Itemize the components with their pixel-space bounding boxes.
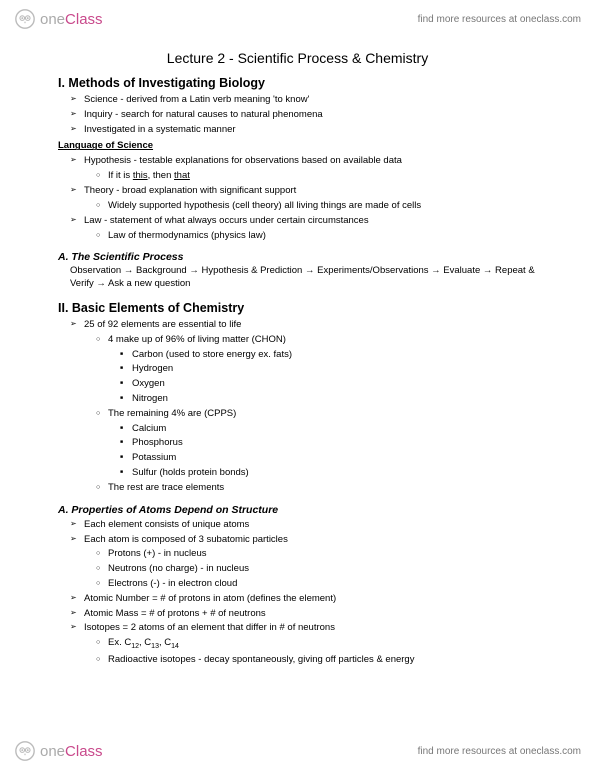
list-item: Electrons (-) - in electron cloud [58, 577, 537, 592]
language-heading: Language of Science [58, 140, 537, 151]
owl-icon [14, 740, 36, 762]
list-item: Protons (+) - in nucleus [58, 547, 537, 562]
list-item: Nitrogen [58, 392, 537, 407]
list-item: Neutrons (no charge) - in nucleus [58, 562, 537, 577]
list-item: The remaining 4% are (CPPS) [58, 407, 537, 422]
list-item: The rest are trace elements [58, 481, 537, 496]
page-content: Lecture 2 - Scientific Process & Chemist… [0, 0, 595, 717]
list-item: Isotopes = 2 atoms of an element that di… [58, 621, 537, 636]
list-item: Atomic Number = # of protons in atom (de… [58, 592, 537, 607]
lecture-title: Lecture 2 - Scientific Process & Chemist… [58, 50, 537, 66]
list-item: Theory - broad explanation with signific… [58, 184, 537, 199]
text: 13 [151, 643, 159, 650]
brand-one: one [40, 743, 65, 760]
text: 12 [131, 643, 139, 650]
section-2-list: 25 of 92 elements are essential to life … [58, 318, 537, 496]
text: Ex. C [108, 637, 131, 648]
section-1-list: Science - derived from a Latin verb mean… [58, 93, 537, 137]
brand-class: Class [65, 11, 103, 28]
brand-logo: oneClass [14, 8, 103, 30]
list-item: If it is this, then that [58, 169, 537, 184]
list-item: Each atom is composed of 3 subatomic par… [58, 533, 537, 548]
list-item: Atomic Mass = # of protons + # of neutro… [58, 607, 537, 622]
text: If it is [108, 170, 133, 181]
section-2a-list: Each element consists of unique atoms Ea… [58, 518, 537, 668]
list-item: 25 of 92 elements are essential to life [58, 318, 537, 333]
header-tagline: find more resources at oneclass.com [418, 14, 581, 25]
text: that [174, 170, 190, 181]
owl-icon [14, 8, 36, 30]
footer-tagline: find more resources at oneclass.com [418, 746, 581, 757]
list-item: Law of thermodynamics (physics law) [58, 229, 537, 244]
page-header: oneClass find more resources at oneclass… [0, 0, 595, 38]
list-item: Ex. C12, C13, C14 [58, 636, 537, 652]
list-item: Sulfur (holds protein bonds) [58, 466, 537, 481]
page-footer: oneClass find more resources at oneclass… [0, 732, 595, 770]
text: , then [148, 170, 174, 181]
text: , C [139, 637, 151, 648]
section-1a-heading: A. The Scientific Process [58, 251, 537, 263]
list-item: Inquiry - search for natural causes to n… [58, 108, 537, 123]
list-item: Law - statement of what always occurs un… [58, 214, 537, 229]
list-item: Oxygen [58, 377, 537, 392]
list-item: Potassium [58, 451, 537, 466]
text: 14 [171, 643, 179, 650]
text: , C [159, 637, 171, 648]
brand-one: one [40, 11, 65, 28]
section-2-heading: II. Basic Elements of Chemistry [58, 301, 537, 315]
list-item: 4 make up of 96% of living matter (CHON) [58, 333, 537, 348]
section-1-heading: I. Methods of Investigating Biology [58, 76, 537, 90]
list-item: Hypothesis - testable explanations for o… [58, 154, 537, 169]
list-item: Investigated in a systematic manner [58, 123, 537, 138]
list-item: Radioactive isotopes - decay spontaneous… [58, 653, 537, 668]
list-item: Calcium [58, 422, 537, 437]
text: this [133, 170, 148, 181]
section-2a-heading: A. Properties of Atoms Depend on Structu… [58, 504, 537, 516]
list-item: Phosphorus [58, 436, 537, 451]
list-item: Widely supported hypothesis (cell theory… [58, 199, 537, 214]
list-item: Hydrogen [58, 362, 537, 377]
list-item: Carbon (used to store energy ex. fats) [58, 348, 537, 363]
list-item: Science - derived from a Latin verb mean… [58, 93, 537, 108]
brand-logo: oneClass [14, 740, 103, 762]
list-item: Each element consists of unique atoms [58, 518, 537, 533]
process-text: Observation → Background → Hypothesis & … [58, 265, 537, 291]
language-list: Hypothesis - testable explanations for o… [58, 154, 537, 243]
brand-class: Class [65, 743, 103, 760]
